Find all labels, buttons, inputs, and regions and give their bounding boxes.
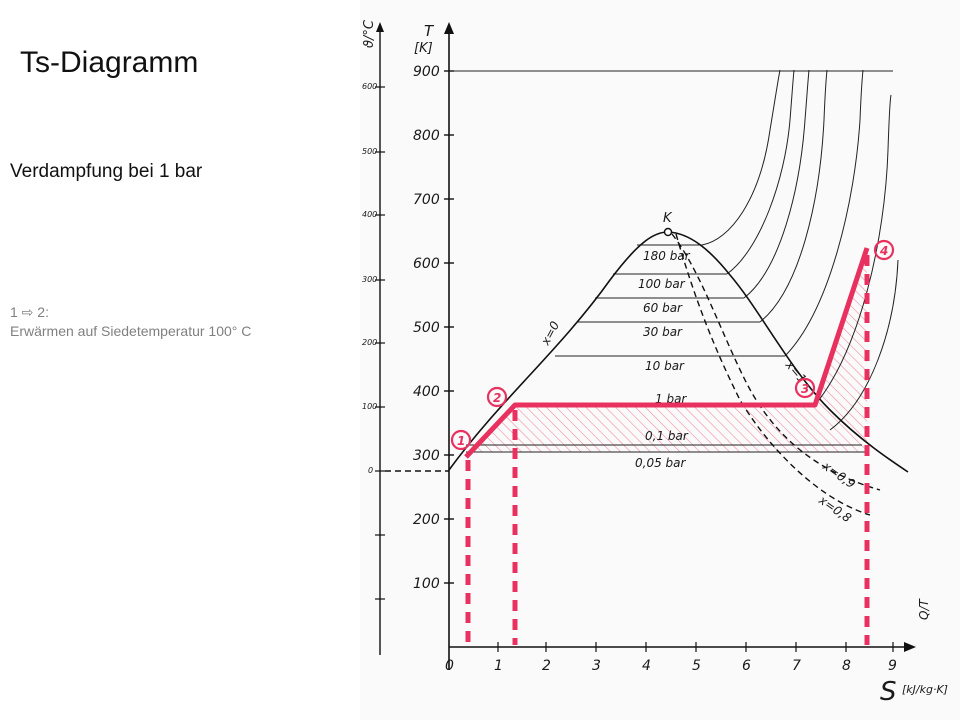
c-tick-label: 100 <box>362 402 377 411</box>
state-marker-3 <box>794 377 816 399</box>
critical-point-label: K <box>663 211 673 226</box>
c-axis-ticks <box>375 86 385 600</box>
isobar-curve-30 <box>759 69 828 323</box>
state-point-markers <box>450 239 895 451</box>
pressure-label: 30 bar <box>643 325 683 339</box>
c-axis-symbol: ϑ/°C <box>362 19 377 48</box>
t-tick-label: 300 <box>413 448 440 464</box>
s-tick-label: 2 <box>542 658 551 674</box>
critical-point <box>663 227 673 237</box>
quality-lines <box>671 233 881 516</box>
c-tick-label: 0 <box>368 466 373 475</box>
c-tick-label: 200 <box>362 338 377 347</box>
isobar-curve-100 <box>726 69 795 275</box>
slide-subtitle: Verdampfung bei 1 bar <box>10 161 203 182</box>
t-axis-labels: 900 800 700 600 500 400 300 200 100 <box>413 64 440 592</box>
t-tick-label: 500 <box>413 320 440 336</box>
isobar-curves <box>701 69 899 431</box>
pressure-label: 0,1 bar <box>645 429 689 443</box>
s-axis-symbol: S <box>880 677 897 707</box>
isobar-lines <box>555 244 785 357</box>
s-axis-arrow <box>904 642 916 652</box>
s-tick-label: 6 <box>742 658 751 674</box>
t-tick-label: 800 <box>413 128 440 144</box>
isobar-curve-1 <box>814 94 892 406</box>
c-tick-label: 400 <box>362 210 377 219</box>
c-tick-label: 300 <box>362 275 377 284</box>
state-marker-2 <box>486 386 508 408</box>
s-axis-unit: [kJ/kg·K] <box>902 683 948 696</box>
c-axis-arrow <box>376 22 384 32</box>
t-tick-label: 200 <box>413 512 440 528</box>
state-marker-1 <box>450 429 472 451</box>
s-tick-label: 1 <box>494 658 503 674</box>
state-point-labels: 1 2 3 4 <box>457 244 888 448</box>
t-axis-unit: [K] <box>414 41 433 56</box>
pressure-label: 0,05 bar <box>635 456 687 470</box>
s-tick-label: 7 <box>792 658 801 674</box>
pressure-label: 180 bar <box>643 249 691 263</box>
pressure-labels: 180 bar 100 bar 60 bar 30 bar 10 bar 1 b… <box>635 249 691 470</box>
t-axis-arrow <box>444 22 454 34</box>
isobar-curve-10 <box>784 69 864 357</box>
state-marker-4 <box>873 239 895 261</box>
s-axis-labels: 0 1 2 3 4 5 6 7 8 9 <box>445 658 897 674</box>
c-tick-label: 500 <box>362 147 377 156</box>
isotherm-lines <box>449 70 893 453</box>
s-tick-label: 0 <box>445 658 454 674</box>
pressure-label: 10 bar <box>645 359 685 373</box>
t-axis-ticks <box>444 70 454 584</box>
slide-title: Ts-Diagramm <box>20 46 199 79</box>
s-axis-ticks <box>497 642 894 652</box>
state-label-4: 4 <box>879 244 888 258</box>
hatched-area <box>466 248 867 455</box>
step-description: 1 ⇨ 2: Erwärmen auf Siedetemperatur 100°… <box>10 303 251 341</box>
state-label-1: 1 <box>457 434 465 448</box>
t-tick-label: 100 <box>413 576 440 592</box>
state-verticals <box>465 255 870 645</box>
t-tick-label: 900 <box>413 64 440 80</box>
s-tick-label: 3 <box>592 658 601 674</box>
s-axis-top-symbol: Q/T <box>917 598 931 620</box>
isobar-curve-01 <box>829 259 899 431</box>
pressure-label: 60 bar <box>643 301 683 315</box>
state-label-3: 3 <box>801 382 809 396</box>
s-tick-label: 5 <box>692 658 701 674</box>
isobar-curve-180 <box>701 69 781 246</box>
process-line <box>464 247 870 459</box>
quality-line-08 <box>675 233 871 516</box>
step-label: 1 ⇨ 2: <box>10 304 49 320</box>
saturation-dome <box>448 231 909 473</box>
t-tick-label: 700 <box>413 192 440 208</box>
quality-line-09 <box>671 233 881 491</box>
isobar-curve-60 <box>743 69 810 299</box>
ts-diagram: K T [K] 900 800 700 600 500 400 300 200 … <box>360 0 960 720</box>
state-label-2: 2 <box>493 391 501 405</box>
t-axis-symbol: T <box>424 22 435 40</box>
step-text: Erwärmen auf Siedetemperatur 100° C <box>10 323 252 339</box>
t-tick-label: 400 <box>413 384 440 400</box>
s-tick-label: 9 <box>888 658 897 674</box>
c-axis-labels: 600 500 400 300 200 100 0 <box>362 82 377 475</box>
s-tick-label: 4 <box>642 658 651 674</box>
t-tick-label: 600 <box>413 256 440 272</box>
pressure-label: 100 bar <box>638 277 686 291</box>
s-tick-label: 8 <box>842 658 851 674</box>
c-tick-label: 600 <box>362 82 377 91</box>
